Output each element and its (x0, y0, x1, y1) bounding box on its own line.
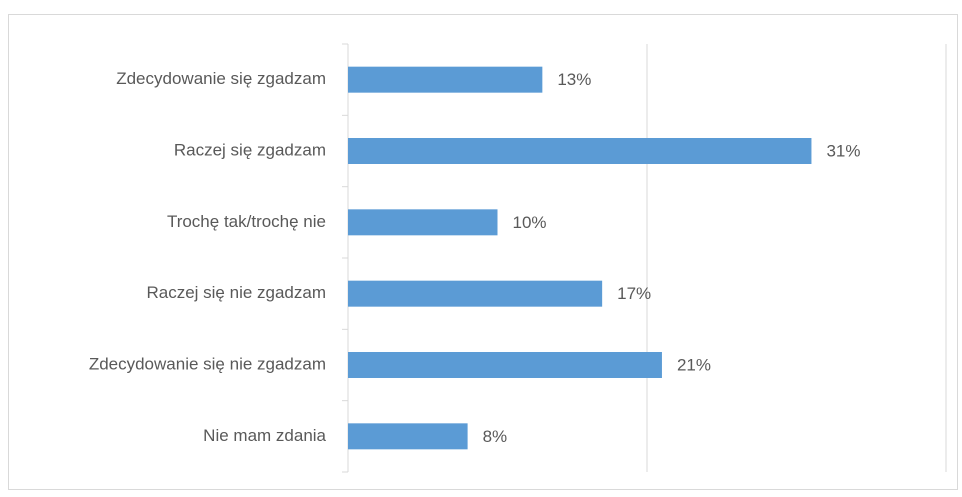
y-tick-label: Trochę tak/trochę nie (167, 212, 326, 231)
bar (348, 209, 498, 236)
data-label: 31% (826, 141, 860, 160)
bar (348, 352, 662, 378)
data-label: 21% (677, 355, 711, 374)
bar (348, 66, 543, 93)
bar (348, 138, 812, 164)
data-label: 17% (617, 284, 651, 303)
chart-frame (8, 14, 958, 490)
y-tick-label: Raczej się zgadzam (174, 140, 326, 159)
y-tick-label: Nie mam zdania (203, 426, 326, 445)
bar (348, 423, 468, 450)
y-tick-label: Zdecydowanie się nie zgadzam (89, 354, 326, 373)
data-label: 13% (557, 70, 591, 89)
data-label: 10% (513, 213, 547, 232)
y-tick-label: Raczej się nie zgadzam (146, 283, 326, 302)
bar (348, 280, 603, 307)
y-tick-label: Zdecydowanie się zgadzam (116, 69, 326, 88)
data-label: 8% (483, 427, 508, 446)
